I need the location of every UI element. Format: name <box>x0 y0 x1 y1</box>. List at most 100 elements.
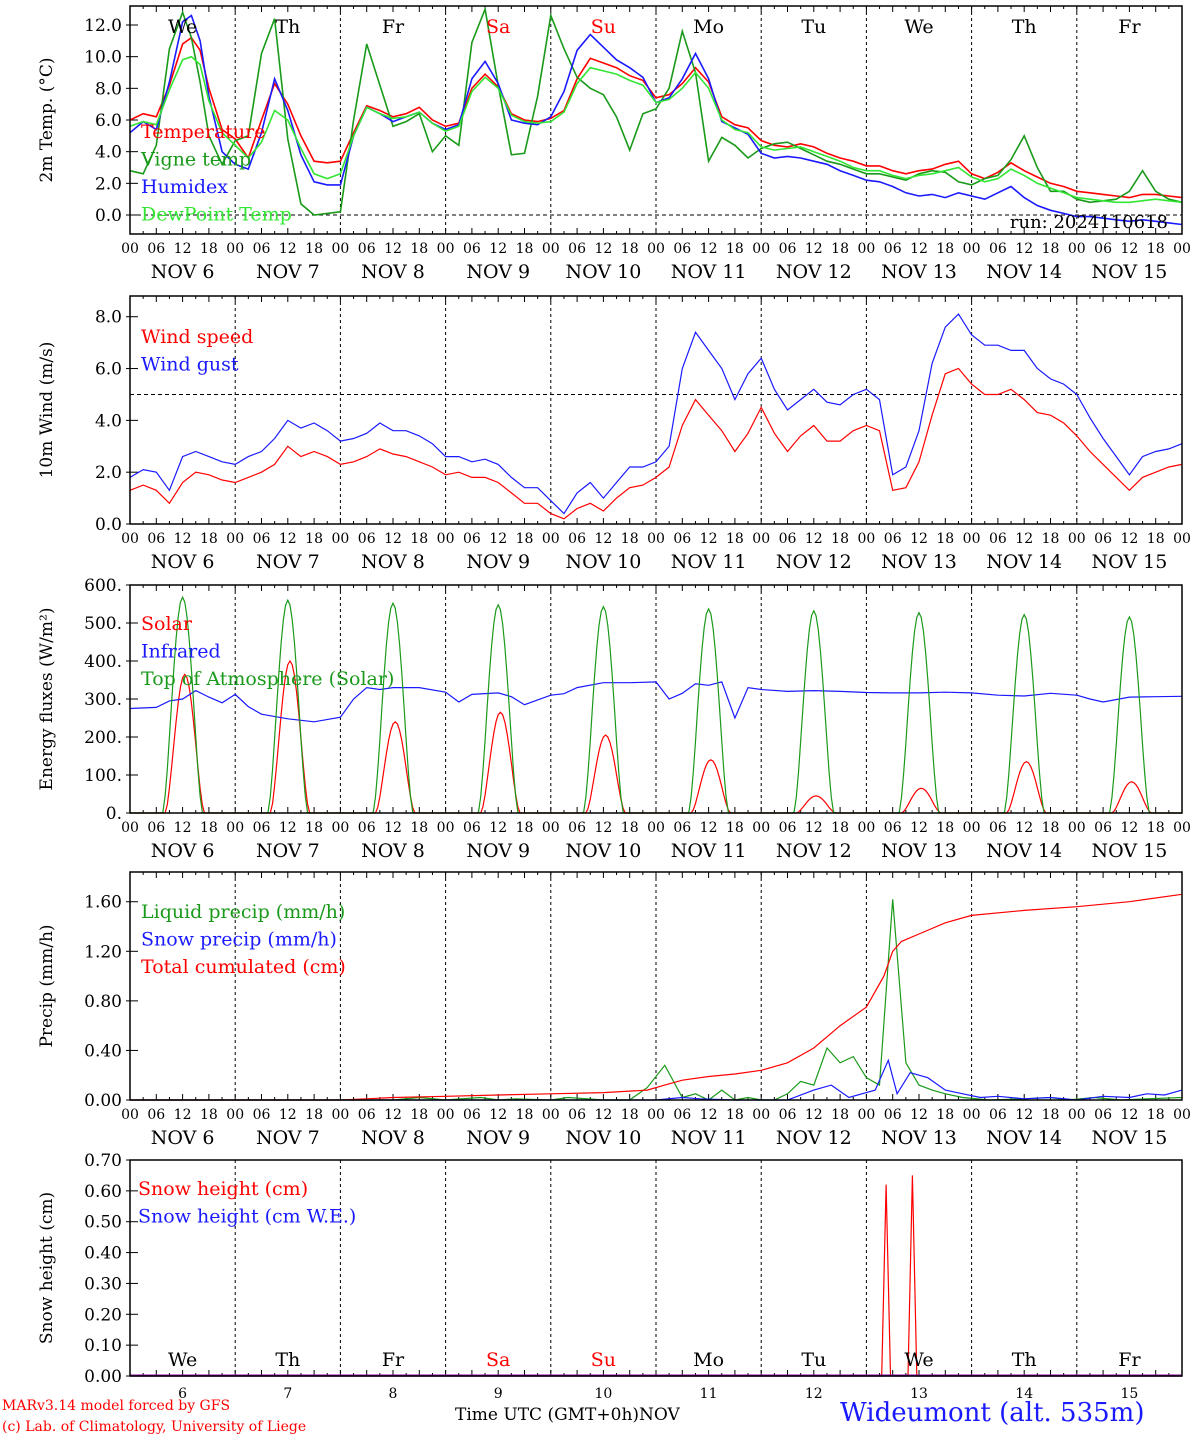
weekday-label: Tu <box>801 16 826 38</box>
date-label: NOV 8 <box>361 551 425 573</box>
y-tick-label: 0. <box>106 804 122 824</box>
hour-tick-label: 00 <box>752 1107 770 1123</box>
y-tick-label: 0.80 <box>84 992 122 1012</box>
weekday-label: Mo <box>693 1349 724 1371</box>
weekday-label: We <box>168 1349 197 1371</box>
hour-tick-label: 06 <box>253 531 271 547</box>
legend-entry: Snow height (cm W.E.) <box>138 1206 356 1228</box>
hour-tick-label: 18 <box>831 241 849 257</box>
hour-tick-label: 06 <box>253 241 271 257</box>
hour-tick-label: 18 <box>936 531 954 547</box>
hour-tick-label: 06 <box>358 820 376 836</box>
legend-entry: Total cumulated (cm) <box>141 956 346 978</box>
hour-tick-label: 00 <box>857 820 875 836</box>
date-label: NOV 13 <box>881 1127 957 1149</box>
series-line-dewpoint-temp <box>129 55 1183 204</box>
hour-tick-label: 00 <box>1173 531 1191 547</box>
hour-tick-label: 06 <box>1094 241 1112 257</box>
hour-tick-label: 06 <box>779 531 797 547</box>
weekday-label: Th <box>275 1349 300 1371</box>
y-tick-label: 4.0 <box>95 143 122 163</box>
y-tick-label: 0.00 <box>84 1091 122 1111</box>
series-line-wind-speed <box>129 367 1183 520</box>
day-number-label: 8 <box>389 1386 398 1402</box>
x-axis-caption-text: Time UTC (GMT+0h) <box>455 1405 640 1425</box>
x-axis-month: NOV <box>639 1405 680 1425</box>
hour-tick-label: 00 <box>226 531 244 547</box>
hour-tick-label: 00 <box>331 241 349 257</box>
series-line-vigne-temp <box>129 6 1183 216</box>
hour-tick-label: 12 <box>594 820 612 836</box>
hour-tick-label: 00 <box>1068 1107 1086 1123</box>
hour-tick-label: 00 <box>437 1107 455 1123</box>
date-label: NOV 14 <box>986 551 1062 573</box>
date-label: NOV 7 <box>256 551 320 573</box>
hour-tick-label: 06 <box>358 1107 376 1123</box>
hour-tick-label: 06 <box>1094 1107 1112 1123</box>
hour-tick-label: 18 <box>305 1107 323 1123</box>
legend-entry: Top of Atmosphere (Solar) <box>141 668 394 690</box>
y-tick-label: 0.10 <box>84 1336 122 1356</box>
weekday-label: We <box>168 16 197 38</box>
hour-tick-label: 12 <box>279 241 297 257</box>
date-label: NOV 10 <box>565 840 641 862</box>
hour-tick-label: 00 <box>752 531 770 547</box>
hour-tick-label: 06 <box>673 531 691 547</box>
hour-tick-label: 06 <box>884 531 902 547</box>
y-tick-label: 300. <box>84 690 122 710</box>
day-number-label: 14 <box>1015 1386 1033 1402</box>
date-label: NOV 9 <box>466 1127 530 1149</box>
y-tick-label: 1.20 <box>84 942 122 962</box>
date-label: NOV 8 <box>361 1127 425 1149</box>
date-label: NOV 11 <box>671 551 747 573</box>
date-label: NOV 8 <box>361 840 425 862</box>
date-label: NOV 9 <box>466 551 530 573</box>
plot-frame <box>129 584 1183 814</box>
legend-entry: Wind gust <box>141 354 239 376</box>
hour-tick-label: 06 <box>253 1107 271 1123</box>
weekday-label: Tu <box>801 1349 826 1371</box>
hour-tick-label: 00 <box>331 820 349 836</box>
weekday-label: We <box>904 1349 933 1371</box>
y-tick-label: 0.50 <box>84 1213 122 1233</box>
hour-tick-label: 00 <box>752 241 770 257</box>
hour-tick-label: 12 <box>384 1107 402 1123</box>
weekday-label: Fr <box>382 16 405 38</box>
y-tick-label: 600. <box>84 576 122 596</box>
date-label: NOV 15 <box>1091 840 1167 862</box>
hour-tick-label: 18 <box>936 241 954 257</box>
panel-1: 0.0 2.0 4.0 6.0 8.0 10.0 12.0 2m Temp. (°C) Temp… <box>37 5 1191 283</box>
hour-tick-label: 12 <box>279 820 297 836</box>
hour-tick-label: 06 <box>673 241 691 257</box>
hour-tick-label: 00 <box>226 1107 244 1123</box>
legend-entry: Snow height (cm) <box>138 1178 308 1200</box>
hour-tick-label: 18 <box>726 241 744 257</box>
hour-tick-label: 18 <box>726 820 744 836</box>
hour-tick-label: 06 <box>779 820 797 836</box>
date-label: NOV 11 <box>671 1127 747 1149</box>
hour-tick-label: 18 <box>1042 820 1060 836</box>
y-tick-label: 0.40 <box>84 1041 122 1061</box>
y-axis-title: Energy fluxes (W/m²) <box>37 608 57 791</box>
day-number-label: 11 <box>700 1386 718 1402</box>
model-credit: MARv3.14 model forced by GFS <box>2 1398 231 1414</box>
weekday-label: Th <box>1012 16 1037 38</box>
hour-tick-label: 12 <box>910 820 928 836</box>
day-number-label: 10 <box>594 1386 612 1402</box>
plot-frame <box>129 871 1183 1101</box>
y-tick-label: 2.0 <box>95 463 122 483</box>
hour-tick-label: 12 <box>279 531 297 547</box>
hour-tick-label: 12 <box>384 241 402 257</box>
lab-credit: (c) Lab. of Climatology, University of L… <box>2 1419 307 1435</box>
hour-tick-label: 12 <box>1120 820 1138 836</box>
date-label: NOV 9 <box>466 261 530 283</box>
hour-tick-label: 06 <box>1094 820 1112 836</box>
date-label: NOV 15 <box>1091 261 1167 283</box>
hour-tick-label: 06 <box>463 241 481 257</box>
hour-tick-label: 12 <box>910 241 928 257</box>
hour-tick-label: 18 <box>410 1107 428 1123</box>
hour-tick-label: 12 <box>805 241 823 257</box>
hour-tick-label: 18 <box>936 1107 954 1123</box>
hour-tick-label: 18 <box>831 531 849 547</box>
hour-tick-label: 00 <box>331 531 349 547</box>
